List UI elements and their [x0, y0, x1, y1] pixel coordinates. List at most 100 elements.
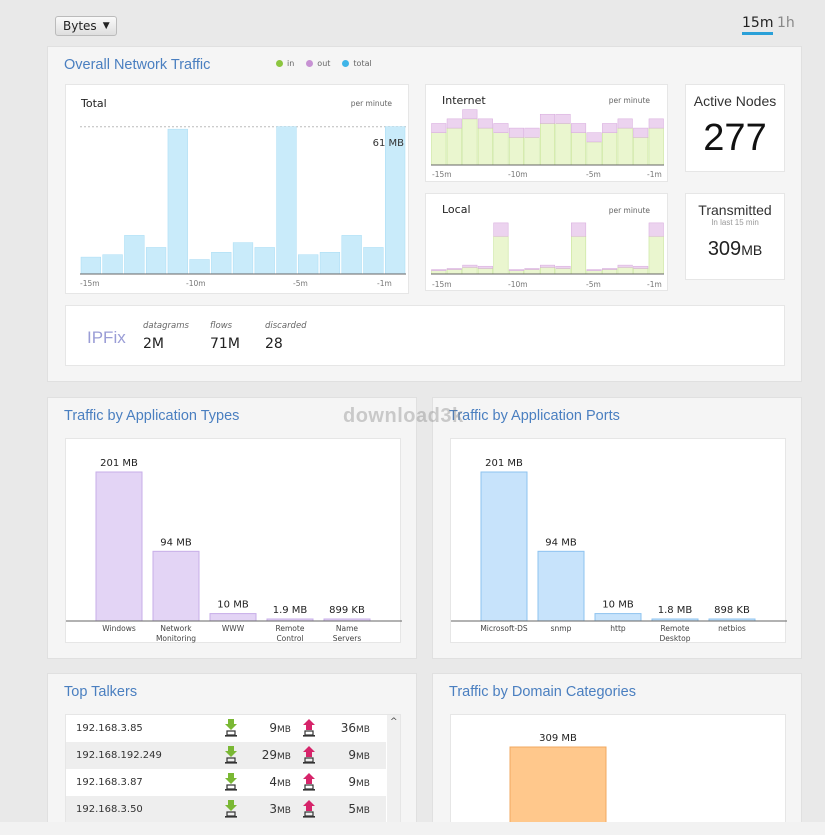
active-nodes-card: Active Nodes 277 — [685, 84, 785, 172]
in-bar — [508, 137, 524, 166]
total-bar — [211, 252, 232, 275]
panel-title: Traffic by Application Ports — [449, 408, 620, 424]
scrollbar[interactable]: ^ — [387, 715, 400, 823]
x-tick: -15m — [432, 280, 452, 289]
ipfix-datagrams-label: datagrams — [143, 321, 189, 331]
category-label: snmp — [551, 624, 572, 633]
range-15m[interactable]: 15m — [742, 15, 774, 35]
upload-arrow-icon — [303, 773, 315, 791]
local-chart-unit: per minute — [608, 206, 650, 215]
total-bar — [189, 259, 210, 275]
x-tick: -1m — [647, 170, 662, 179]
talker-ip: 192.168.192.249 — [76, 750, 162, 761]
upload-number: 36 — [340, 721, 357, 735]
upload-unit: MB — [356, 806, 370, 816]
internet-chart-label: Internet — [442, 94, 486, 107]
range-1h[interactable]: 1h — [777, 15, 795, 31]
talker-row[interactable]: 192.168.3.87 4MB 9MB — [66, 769, 386, 796]
in-bar — [493, 235, 509, 275]
in-bar — [586, 141, 602, 166]
talker-ip: 192.168.3.85 — [76, 723, 143, 734]
out-bar — [571, 123, 587, 133]
ipfix-flows-label: flows — [210, 321, 233, 331]
out-bar — [462, 264, 478, 268]
legend-total: total — [342, 59, 372, 68]
in-bar — [602, 269, 618, 275]
app-ports-chart: 201 MB Microsoft-DS 94 MB snmp 10 MB http 1.8 … — [451, 458, 787, 643]
download-arrow-icon — [225, 800, 237, 818]
overall-traffic-panel: Overall Network Traffic in out total Tot… — [47, 46, 802, 382]
bar-value-label: 10 MB — [217, 600, 249, 611]
legend-out-dot — [306, 60, 314, 67]
upload-value: 9MB — [320, 748, 370, 762]
in-bar — [648, 235, 664, 275]
bar-value-label: 899 KB — [329, 605, 365, 616]
out-bar — [539, 264, 556, 268]
category-label: WWW — [222, 624, 245, 633]
ipfix-discarded-value: 28 — [265, 336, 283, 352]
total-bar — [167, 128, 188, 275]
total-bar — [276, 126, 297, 275]
total-bar — [80, 256, 101, 275]
category-label: netbios — [718, 624, 746, 633]
out-bar — [524, 127, 540, 138]
transmitted-card: Transmitted In last 15 min 309MB — [685, 193, 785, 280]
total-chart — [80, 126, 406, 275]
upload-arrow-icon — [303, 800, 315, 818]
download-icon — [224, 718, 238, 738]
upload-value: 5MB — [320, 802, 370, 816]
out-bar — [648, 118, 664, 129]
out-bar — [555, 265, 571, 269]
in-bar — [555, 268, 571, 275]
category-label: Remote — [661, 624, 690, 633]
total-bar — [145, 247, 167, 275]
in-bar — [555, 123, 571, 166]
in-bar — [524, 137, 540, 166]
unit-select[interactable]: Bytes ▼ — [55, 16, 117, 36]
category-label: Name — [336, 624, 359, 633]
talker-row[interactable]: 192.168.3.85 9MB 36MB — [66, 715, 386, 742]
transmitted-number: 309 — [707, 238, 742, 260]
download-unit: MB — [277, 725, 291, 735]
upload-value: 9MB — [320, 775, 370, 789]
out-bar — [586, 132, 602, 143]
internet-chart — [431, 109, 664, 166]
bar-value-label: 94 MB — [545, 537, 577, 548]
app-ports-chart-card: 201 MB Microsoft-DS 94 MB snmp 10 MB http 1.8 … — [450, 438, 787, 643]
total-bar — [254, 247, 275, 275]
out-bar — [539, 113, 556, 124]
bar-value-label: 201 MB — [485, 458, 523, 469]
legend-out-label: out — [317, 59, 331, 68]
legend-total-label: total — [353, 59, 372, 68]
legend: in out total — [276, 59, 372, 68]
in-bar — [633, 137, 649, 166]
domain-categories-panel: Traffic by Domain Categories 309 MB — [432, 673, 802, 835]
total-chart-card: Total per minute 61 MB -15m -10m -5m -1m — [65, 84, 409, 294]
total-bar — [124, 235, 145, 275]
scroll-up-icon[interactable]: ^ — [390, 717, 398, 727]
local-chart — [431, 222, 664, 275]
bar-value-label: 10 MB — [602, 600, 634, 611]
total-bar — [363, 247, 384, 275]
upload-value: 36MB — [320, 721, 370, 735]
x-tick: -5m — [586, 170, 601, 179]
out-bar — [617, 118, 633, 129]
in-bar — [571, 235, 587, 275]
talker-row[interactable]: 192.168.192.249 29MB 9MB — [66, 742, 386, 769]
category-bar — [209, 613, 257, 622]
talker-row[interactable]: 192.168.3.50 3MB 5MB — [66, 796, 386, 823]
legend-in: in — [276, 59, 294, 68]
x-tick: -10m — [508, 280, 528, 289]
x-tick: -15m — [432, 170, 452, 179]
x-tick: -15m — [80, 279, 100, 288]
bottom-bar — [0, 822, 825, 835]
panel-title: Overall Network Traffic — [64, 57, 211, 73]
active-nodes-value: 277 — [703, 117, 767, 159]
out-bar — [508, 127, 524, 138]
in-bar — [602, 132, 618, 166]
in-bar — [493, 132, 509, 166]
upload-number: 5 — [348, 802, 357, 816]
out-bar — [446, 118, 462, 129]
category-label: Desktop — [660, 634, 691, 643]
upload-icon — [302, 799, 316, 819]
